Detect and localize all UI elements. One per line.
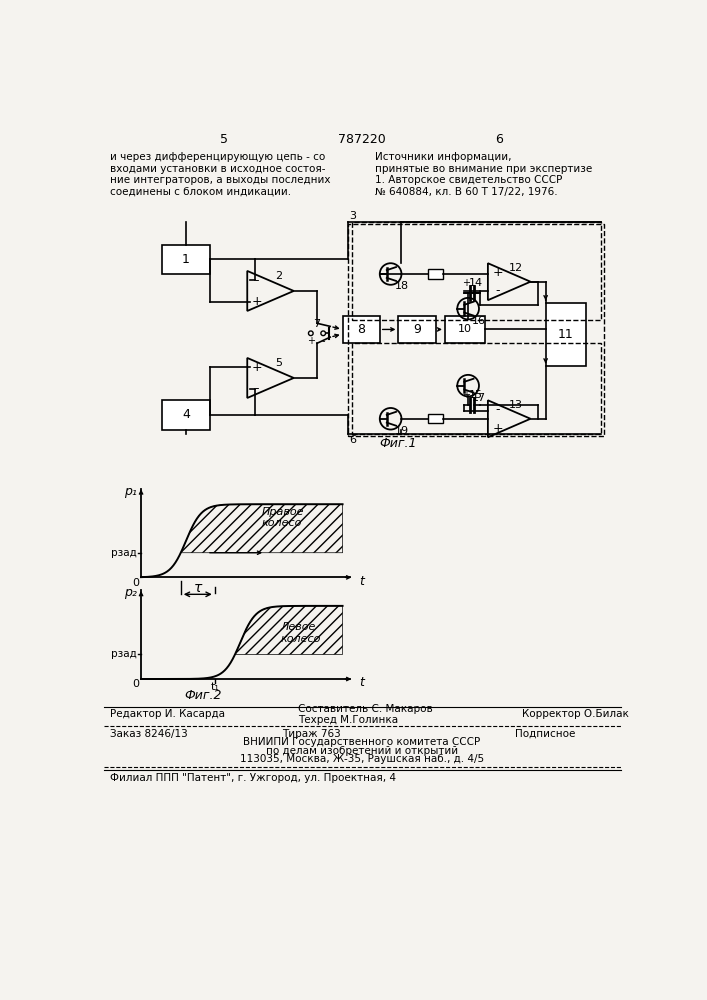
- Bar: [348, 224, 604, 436]
- Text: Источники информации,: Источники информации,: [375, 152, 512, 162]
- Text: 1: 1: [182, 253, 190, 266]
- Text: +: +: [307, 336, 315, 346]
- Text: -: -: [496, 403, 500, 416]
- Text: -: -: [255, 382, 259, 395]
- Text: 16: 16: [472, 316, 486, 326]
- Text: t: t: [358, 676, 363, 689]
- Bar: [352, 222, 602, 320]
- Text: Подписное: Подписное: [515, 729, 575, 739]
- Text: ВНИИПИ Государственного комитета СССР: ВНИИПИ Государственного комитета СССР: [243, 737, 481, 747]
- Text: p₁: p₁: [124, 485, 136, 498]
- Text: 12: 12: [508, 263, 522, 273]
- Text: τ: τ: [194, 581, 202, 595]
- Text: по делам изобретений и открытий: по делам изобретений и открытий: [266, 746, 458, 756]
- Text: 9: 9: [413, 323, 421, 336]
- Text: +: +: [251, 295, 262, 308]
- Text: +: +: [492, 422, 503, 434]
- Text: Тираж 763: Тираж 763: [282, 729, 341, 739]
- Text: и через дифференцирующую цепь - со: и через дифференцирующую цепь - со: [110, 152, 325, 162]
- Text: 5: 5: [220, 133, 228, 146]
- Text: p₂: p₂: [124, 586, 136, 599]
- Bar: [162, 400, 210, 430]
- Text: 0: 0: [132, 679, 139, 689]
- Bar: [162, 245, 210, 274]
- Text: 11: 11: [558, 328, 573, 341]
- Text: 787220: 787220: [338, 133, 386, 146]
- Text: +: +: [462, 278, 469, 288]
- Text: Фиг.2: Фиг.2: [185, 689, 222, 702]
- Text: 6: 6: [495, 133, 503, 146]
- Text: входами установки в исходное состоя-: входами установки в исходное состоя-: [110, 164, 326, 174]
- Text: Правое
колесо: Правое колесо: [261, 507, 304, 528]
- Text: 3: 3: [349, 211, 356, 221]
- Text: Составитель С. Макаров: Составитель С. Макаров: [298, 704, 433, 714]
- Text: 2: 2: [275, 271, 282, 281]
- Text: 14: 14: [469, 278, 483, 288]
- Text: 13: 13: [508, 400, 522, 410]
- Text: 7: 7: [313, 319, 320, 329]
- Text: -: -: [496, 284, 500, 297]
- Text: 0: 0: [132, 578, 139, 588]
- Text: 15: 15: [469, 390, 483, 400]
- Text: принятые во внимание при экспертизе: принятые во внимание при экспертизе: [375, 164, 592, 174]
- Text: Фиг.1: Фиг.1: [380, 437, 417, 450]
- Text: t: t: [358, 575, 363, 588]
- Text: Заказ 8246/13: Заказ 8246/13: [110, 729, 188, 739]
- Bar: [352, 222, 602, 320]
- Text: 19: 19: [395, 426, 409, 436]
- Text: Техред М.Голинка: Техред М.Голинка: [298, 715, 398, 725]
- Text: 1. Авторское свидетельство СССР: 1. Авторское свидетельство СССР: [375, 175, 563, 185]
- Text: № 640884, кл. В 60 Т 17/22, 1976.: № 640884, кл. В 60 Т 17/22, 1976.: [375, 187, 558, 197]
- Bar: [546, 303, 586, 366]
- Bar: [428, 414, 443, 423]
- Text: 4: 4: [182, 408, 190, 421]
- Text: 5: 5: [275, 358, 282, 368]
- Text: -: -: [322, 336, 325, 346]
- Text: 8: 8: [357, 323, 366, 336]
- Text: ние интеграторов, а выходы последних: ние интеграторов, а выходы последних: [110, 175, 331, 185]
- Text: +: +: [251, 361, 262, 374]
- Bar: [428, 269, 443, 279]
- Text: 17: 17: [472, 393, 486, 403]
- Text: 10: 10: [458, 324, 472, 334]
- Bar: [343, 316, 380, 343]
- Bar: [445, 316, 485, 343]
- Text: Левое
колесо: Левое колесо: [281, 622, 321, 644]
- Text: +: +: [462, 390, 469, 400]
- Text: pзад: pзад: [111, 548, 137, 558]
- Text: t₁: t₁: [210, 682, 219, 692]
- Bar: [398, 316, 436, 343]
- Text: Корректор О.Билак: Корректор О.Билак: [522, 709, 629, 719]
- Text: соединены с блоком индикации.: соединены с блоком индикации.: [110, 187, 291, 197]
- Text: -: -: [255, 274, 259, 287]
- Text: Филиал ППП "Патент", г. Ужгород, ул. Проектная, 4: Филиал ППП "Патент", г. Ужгород, ул. Про…: [110, 773, 396, 783]
- Text: 18: 18: [395, 281, 409, 291]
- Text: 6: 6: [349, 435, 356, 445]
- Text: pзад: pзад: [111, 649, 137, 659]
- Text: +: +: [492, 266, 503, 279]
- Text: Редактор И. Касарда: Редактор И. Касарда: [110, 709, 225, 719]
- Bar: [352, 343, 602, 434]
- Text: 113035, Москва, Ж-35, Раушская наб., д. 4/5: 113035, Москва, Ж-35, Раушская наб., д. …: [240, 754, 484, 764]
